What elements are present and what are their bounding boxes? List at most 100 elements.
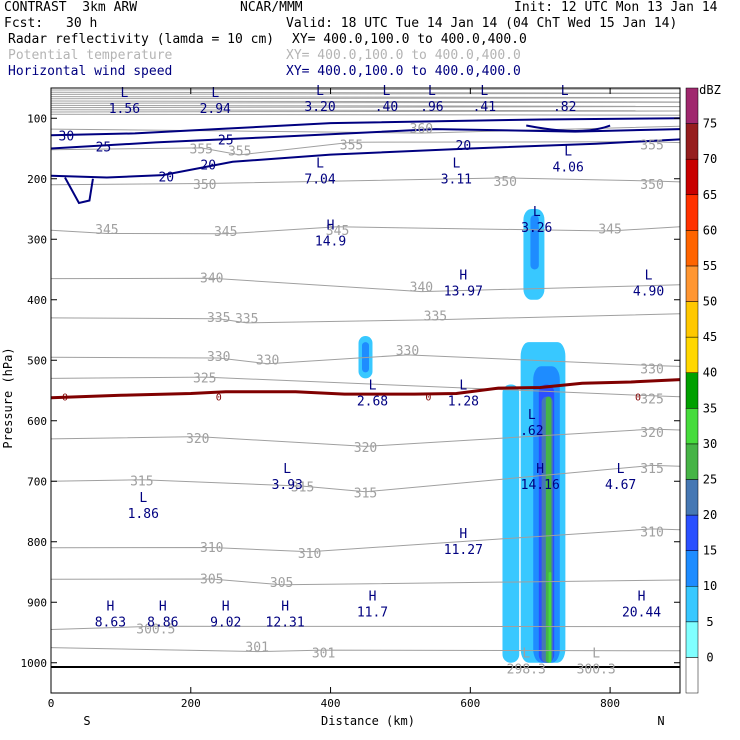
- extremum-marker: L: [592, 647, 600, 662]
- freezing-level-label: 0: [216, 393, 222, 404]
- y-tick-label: 900: [27, 596, 47, 609]
- theta-contour-301: [51, 647, 680, 653]
- freezing-level-label: 0: [425, 393, 431, 404]
- colorbar-swatch: [685, 657, 699, 694]
- colorbar-swatch: [685, 514, 699, 551]
- theta-label: 330: [256, 353, 279, 368]
- theta-contour-330: [51, 354, 680, 367]
- extremum-marker: L: [480, 84, 488, 99]
- freezing-level-line: [50, 378, 681, 400]
- theta-contour-345: [51, 226, 680, 235]
- field-reflectivity: Radar reflectivity (lamda = 10 cm): [8, 32, 275, 47]
- reflectivity-cell: [530, 215, 539, 270]
- theta-contour-upper: [51, 97, 680, 100]
- theta-label: 310: [640, 526, 663, 541]
- theta-contour-320: [51, 428, 680, 447]
- wind-contour-25: [51, 128, 680, 150]
- south-end-label: S: [83, 714, 90, 728]
- wind-contour-30: [526, 124, 611, 132]
- extremum-value: 1.86: [128, 507, 159, 522]
- extremum-value: 298.3: [507, 663, 546, 678]
- colorbar-tick-label: 75: [703, 117, 717, 131]
- colorbar-swatch: [685, 123, 699, 160]
- reflectivity-cell: [548, 572, 552, 663]
- extremum-value: 8.63: [95, 616, 126, 631]
- freezing-level: 0 0 0 0: [50, 378, 681, 404]
- theta-label: 315: [130, 474, 153, 489]
- theta-label: 300.5: [136, 622, 175, 637]
- colorbar-swatch: [685, 87, 699, 124]
- colorbar-swatch: [685, 158, 699, 196]
- y-tick-label: 500: [27, 354, 47, 367]
- colorbar-swatch: [685, 408, 699, 445]
- y-axis-label: Pressure (hPa): [1, 347, 15, 448]
- colorbar-swatch: [685, 550, 699, 587]
- theta-label: 355: [190, 143, 213, 158]
- theta-label: 355: [340, 138, 363, 153]
- colorbar-swatch: [685, 479, 699, 516]
- field-theta-xy: XY= 400.0,100.0 to 400.0,400.0: [286, 48, 521, 63]
- colorbar: 0 5 10 15 20 25 30 35 40 45 50 55 60 65 70 75: [685, 87, 717, 694]
- extremum-marker: L: [645, 269, 653, 284]
- colorbar-tick-label: 65: [703, 188, 717, 202]
- theta-contour-upper: [51, 88, 680, 91]
- extremum-value: .62: [520, 424, 543, 439]
- theta-contour-upper: [51, 100, 680, 103]
- theta-label: 355: [640, 138, 663, 153]
- colorbar-tick-label: 5: [706, 615, 713, 629]
- colorbar-tick-label: 55: [703, 259, 717, 273]
- theta-contour-upper: [51, 113, 680, 116]
- theta-contour-325: [51, 376, 680, 398]
- theta-label: 330: [207, 350, 230, 365]
- theta-contour-upper: [51, 101, 680, 104]
- extremum-marker: L: [561, 84, 569, 99]
- theta-label: 350: [640, 178, 663, 193]
- theta-label: 330: [396, 344, 419, 359]
- model-label: CONTRAST 3km ARW: [4, 0, 138, 15]
- colorbar-unit: dBZ: [699, 83, 721, 97]
- theta-contour-lines: [51, 88, 680, 653]
- extremum-value: 3.26: [521, 221, 552, 236]
- extremum-marker: H: [536, 462, 544, 477]
- colorbar-tick-label: 35: [703, 401, 717, 415]
- extremum-marker: L: [283, 462, 291, 477]
- theta-label: 310: [298, 547, 321, 562]
- theta-contour-340: [51, 277, 680, 293]
- extremum-value: 14.9: [315, 234, 346, 249]
- extremum-value: .41: [473, 100, 496, 115]
- colorbar-tick-label: 30: [703, 437, 717, 451]
- y-tick-label: 700: [27, 475, 47, 488]
- theta-label: 305: [200, 572, 223, 587]
- colorbar-swatch: [685, 336, 699, 373]
- extremum-value: 8.86: [147, 616, 178, 631]
- forecast-label: Fcst:: [4, 16, 44, 31]
- colorbar-tick-label: 20: [703, 508, 717, 522]
- theta-label: 350: [193, 178, 216, 193]
- theta-contour-335: [51, 313, 680, 324]
- extremum-marker: H: [369, 589, 377, 604]
- extremum-marker: L: [564, 145, 572, 160]
- colorbar-swatch: [685, 585, 699, 623]
- extremum-value: 300.3: [577, 663, 616, 678]
- theta-label: 305: [270, 576, 293, 591]
- plot-frame: [50, 87, 681, 694]
- extremum-value: 4.67: [605, 478, 636, 493]
- org-label: NCAR/MMM: [240, 0, 303, 15]
- theta-label: 315: [291, 480, 314, 495]
- wind-contour-20: [64, 177, 94, 205]
- extremum-marker: H: [327, 218, 335, 233]
- extremum-marker: H: [459, 527, 467, 542]
- theta-contour-355: [51, 141, 680, 156]
- theta-contour-315: [51, 464, 680, 493]
- theta-label: 350: [494, 175, 517, 190]
- y-tick-label: 100: [27, 112, 47, 125]
- wind-contour-30: [51, 117, 680, 137]
- field-wind: Horizontal wind speed: [8, 64, 173, 79]
- theta-contour-300.5: [51, 625, 680, 630]
- theta-label: 345: [326, 224, 349, 239]
- wind-label: 25: [218, 134, 234, 149]
- extremum-value: 4.90: [633, 285, 664, 300]
- extremum-value: 2.94: [200, 102, 231, 117]
- wind-label: 20: [456, 139, 472, 154]
